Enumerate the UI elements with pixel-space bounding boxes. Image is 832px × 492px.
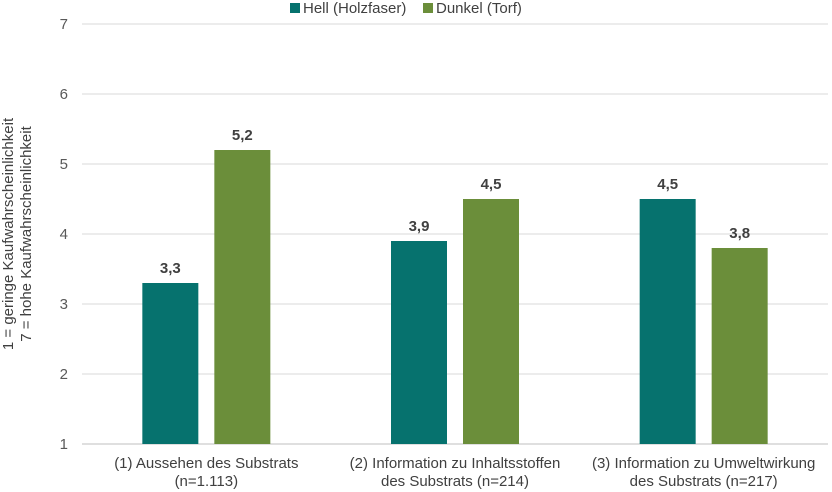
- data-label: 4,5: [657, 176, 678, 193]
- data-label: 4,5: [481, 176, 502, 193]
- legend-swatch: [290, 3, 300, 13]
- x-category-label: (2) Information zu Inhaltsstoffen: [350, 455, 561, 472]
- bar: [391, 241, 447, 444]
- x-axis-categories: (1) Aussehen des Substrats(n=1.113) (2) I…: [114, 455, 815, 490]
- y-tick-label: 6: [60, 86, 68, 103]
- bar: [711, 248, 768, 444]
- data-label: 3,8: [729, 225, 750, 242]
- bars: [142, 150, 768, 444]
- legend-label: Hell (Holzfaser): [303, 0, 406, 17]
- x-category-label: (n=1.113): [175, 473, 239, 490]
- x-category-label: des Substrats (n=217): [630, 473, 778, 490]
- bar: [463, 199, 519, 444]
- bar: [639, 199, 696, 444]
- bar: [214, 150, 271, 444]
- data-labels: 3,3 5,2 3,9 4,5 4,5 3,8: [160, 127, 750, 277]
- legend: Hell (Holzfaser) Dunkel (Torf): [290, 0, 522, 17]
- y-tick-label: 7: [60, 16, 68, 33]
- gridlines: [82, 23, 828, 445]
- y-tick-label: 5: [60, 156, 68, 173]
- x-category-label: (1) Aussehen des Substrats: [114, 455, 298, 472]
- y-axis-ticks: 1 2 3 4 5 6 7: [60, 16, 68, 453]
- bar: [142, 283, 199, 444]
- data-label: 3,3: [160, 260, 181, 277]
- data-label: 5,2: [232, 127, 253, 144]
- y-tick-label: 1: [60, 436, 68, 453]
- x-category-label: des Substrats (n=214): [381, 473, 529, 490]
- y-tick-label: 2: [60, 366, 68, 383]
- legend-swatch: [423, 3, 433, 13]
- y-tick-label: 3: [60, 296, 68, 313]
- legend-label: Dunkel (Torf): [436, 0, 522, 17]
- y-axis-label-line: 7 = hohe Kaufwahrscheinlichkeit: [18, 125, 35, 341]
- x-category-label: (3) Information zu Umweltwirkung: [592, 455, 815, 472]
- y-axis-label: 1 = geringe Kaufwahrscheinlichkeit 7 = ho…: [0, 117, 35, 350]
- y-axis-label-line: 1 = geringe Kaufwahrscheinlichkeit: [0, 117, 17, 350]
- data-label: 3,9: [409, 218, 430, 235]
- y-tick-label: 4: [60, 226, 68, 243]
